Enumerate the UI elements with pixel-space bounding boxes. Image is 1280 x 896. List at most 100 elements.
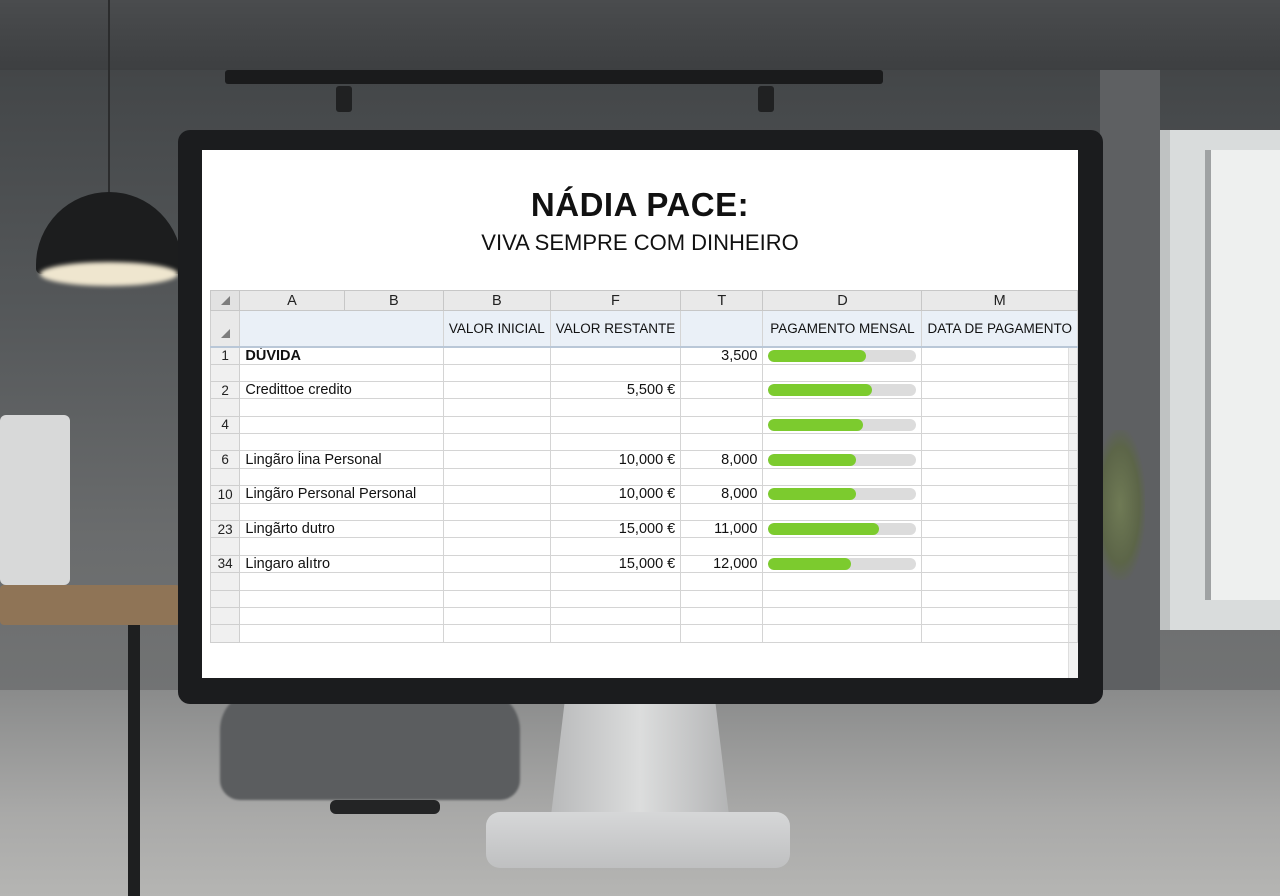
cell[interactable]	[921, 398, 1078, 417]
cell[interactable]	[921, 433, 1078, 452]
data-pagamento-cell[interactable]	[921, 450, 1078, 469]
pagamento-mensal-cell[interactable]	[762, 346, 923, 365]
cell[interactable]	[442, 467, 551, 487]
label-data-de-pagamento[interactable]: DATA DE PAGAMENTO	[921, 310, 1078, 348]
cell[interactable]	[442, 433, 551, 452]
cell[interactable]	[239, 363, 444, 382]
cell[interactable]	[549, 467, 682, 487]
valor-restante-cell[interactable]: 5,500 €	[549, 380, 682, 400]
row-header[interactable]: 6	[209, 450, 241, 469]
valor-inicial-cell[interactable]	[442, 380, 551, 400]
row-header[interactable]	[209, 433, 241, 452]
column-header[interactable]: T	[680, 290, 764, 311]
column-header[interactable]: M	[921, 290, 1078, 311]
valor-inicial-cell[interactable]	[442, 520, 551, 539]
cell[interactable]	[549, 537, 682, 556]
cell[interactable]	[549, 589, 682, 608]
cell[interactable]	[762, 572, 923, 591]
cell[interactable]	[762, 589, 923, 608]
row-header[interactable]	[209, 398, 241, 417]
cell[interactable]	[921, 467, 1078, 487]
cell[interactable]	[442, 572, 551, 591]
valor-restante-cell[interactable]: 10,000 €	[549, 450, 682, 469]
t-value-cell[interactable]: 11,000	[680, 520, 764, 539]
valor-restante-cell[interactable]: 15,000 €	[549, 554, 682, 574]
row-header[interactable]	[209, 624, 241, 643]
cell[interactable]	[680, 589, 764, 608]
valor-inicial-cell[interactable]	[442, 415, 551, 435]
cell[interactable]	[921, 624, 1078, 643]
row-header[interactable]	[209, 467, 241, 487]
data-pagamento-cell[interactable]	[921, 415, 1078, 435]
cell[interactable]	[239, 433, 444, 452]
row-header[interactable]: 34	[209, 554, 241, 574]
cell[interactable]	[442, 398, 551, 417]
cell[interactable]	[680, 624, 764, 643]
debt-name-cell[interactable]: Lingãro Personal Personal	[239, 485, 444, 504]
pagamento-mensal-cell[interactable]	[762, 380, 923, 400]
t-value-cell[interactable]: 3,500	[680, 346, 764, 365]
cell[interactable]	[549, 398, 682, 417]
debt-name-cell[interactable]: Lingãrto dutro	[239, 520, 444, 539]
cell[interactable]	[549, 606, 682, 626]
row-header[interactable]	[209, 589, 241, 608]
cell[interactable]	[442, 502, 551, 522]
cell[interactable]	[442, 606, 551, 626]
t-value-cell[interactable]: 12,000	[680, 554, 764, 574]
label-valor-inicial[interactable]: VALOR INICIAL	[442, 310, 551, 348]
valor-restante-cell[interactable]	[549, 415, 682, 435]
label-valor-restante[interactable]: VALOR RESTANTE	[549, 310, 682, 348]
select-all-corner[interactable]	[209, 290, 241, 311]
row-header[interactable]	[209, 363, 241, 382]
debt-name-cell[interactable]: Lingaro alıtro	[239, 554, 444, 574]
row-header[interactable]	[209, 572, 241, 591]
cell[interactable]	[921, 502, 1078, 522]
cell[interactable]	[549, 572, 682, 591]
t-value-cell[interactable]	[680, 415, 764, 435]
valor-restante-cell[interactable]	[549, 346, 682, 365]
cell[interactable]	[239, 467, 444, 487]
cell[interactable]	[680, 363, 764, 382]
row-header[interactable]: 10	[209, 485, 241, 504]
data-pagamento-cell[interactable]	[921, 346, 1078, 365]
pagamento-mensal-cell[interactable]	[762, 450, 923, 469]
column-header[interactable]: D	[762, 290, 923, 311]
cell[interactable]	[442, 624, 551, 643]
pagamento-mensal-cell[interactable]	[762, 485, 923, 504]
cell[interactable]	[680, 433, 764, 452]
cell[interactable]	[921, 572, 1078, 591]
pagamento-mensal-cell[interactable]	[762, 520, 923, 539]
data-pagamento-cell[interactable]	[921, 520, 1078, 539]
valor-inicial-cell[interactable]	[442, 554, 551, 574]
cell[interactable]	[680, 572, 764, 591]
cell[interactable]	[762, 398, 923, 417]
cell[interactable]	[762, 433, 923, 452]
valor-inicial-cell[interactable]	[442, 346, 551, 365]
cell[interactable]	[239, 606, 444, 626]
cell[interactable]	[680, 502, 764, 522]
debt-name-cell[interactable]	[239, 415, 444, 435]
debt-name-cell[interactable]: Lingãro ĺina Personal	[239, 450, 444, 469]
cell[interactable]	[239, 624, 444, 643]
valor-restante-cell[interactable]: 15,000 €	[549, 520, 682, 539]
column-header[interactable]: B	[442, 290, 551, 311]
data-pagamento-cell[interactable]	[921, 485, 1078, 504]
data-pagamento-cell[interactable]	[921, 380, 1078, 400]
pagamento-mensal-cell[interactable]	[762, 415, 923, 435]
t-value-cell[interactable]: 8,000	[680, 450, 764, 469]
column-header[interactable]: F	[549, 290, 682, 311]
cell[interactable]	[549, 502, 682, 522]
cell[interactable]	[442, 363, 551, 382]
cell[interactable]	[442, 589, 551, 608]
cell[interactable]	[762, 606, 923, 626]
column-header[interactable]: B	[343, 290, 444, 311]
cell[interactable]	[762, 537, 923, 556]
cell[interactable]	[239, 310, 444, 348]
row-header[interactable]	[209, 606, 241, 626]
cell[interactable]	[921, 606, 1078, 626]
cell[interactable]	[680, 467, 764, 487]
cell[interactable]	[762, 467, 923, 487]
data-pagamento-cell[interactable]	[921, 554, 1078, 574]
cell[interactable]	[239, 589, 444, 608]
cell[interactable]	[549, 433, 682, 452]
